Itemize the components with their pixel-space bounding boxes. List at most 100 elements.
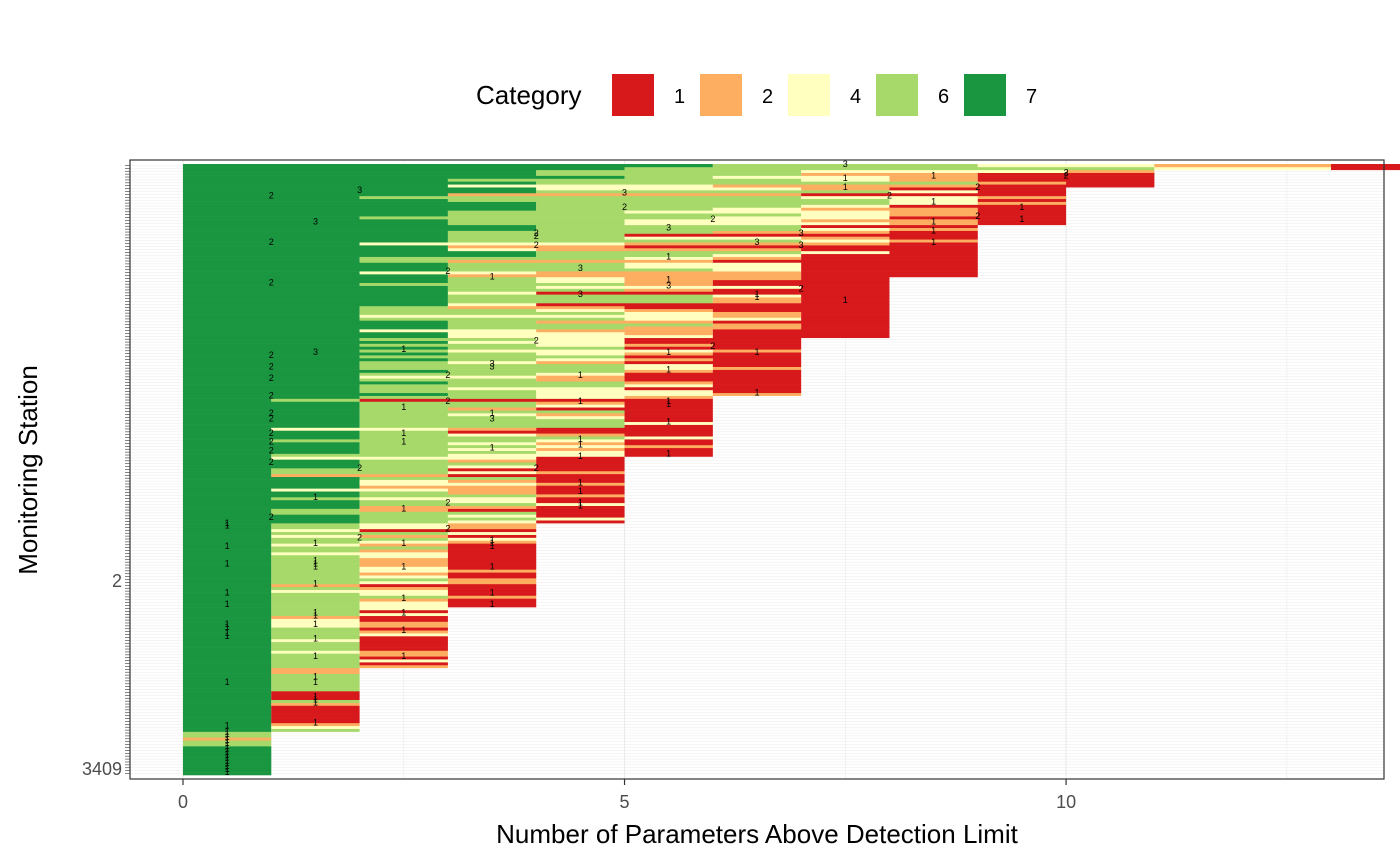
bar-segment [359,557,448,562]
bar-segment [447,323,713,327]
bar-segment [536,308,625,312]
bar-segment [712,392,802,396]
bar-segment [536,271,802,275]
bar-segment-label: 2 [710,214,715,224]
bar-segment [271,722,360,727]
bar-segment [624,337,802,341]
bar-segment [182,708,272,712]
bar-segment-label: 2 [269,237,274,247]
bar-segment [624,404,713,408]
bar-segment [182,659,272,663]
bar-segment [182,772,272,776]
bar-segment [182,326,448,330]
bar-segment [271,546,448,550]
bar-segment [271,633,360,637]
bar-segment [712,320,890,324]
bar-segment [536,378,625,382]
bar-segment [182,172,537,176]
bar-segment [182,667,272,672]
bar-segment [447,346,625,350]
bar-segment [536,511,625,515]
bar-segment [624,256,713,260]
bar-segment [889,227,978,231]
bar-segment [359,389,537,394]
bar-segment [182,219,448,223]
bar-segment [359,415,537,420]
bar-segment [712,311,802,315]
bar-segment [182,702,272,706]
bar-segment-label: 2 [534,231,539,241]
bar-segment [182,323,448,327]
bar-segment [889,198,978,202]
bar-segment [182,300,448,304]
bar-segment-label: 1 [225,631,230,641]
bar-segment [182,540,272,544]
legend-key-6 [876,74,918,116]
bar-segment [359,650,448,654]
bar-segment-label: 1 [666,399,671,409]
bar-segment [271,711,360,715]
bar-segment-label: 1 [225,677,230,687]
bar-segment [624,236,802,240]
bar-segment [182,384,360,388]
bar-segment [359,378,537,382]
bar-segment [536,204,802,208]
bar-segment-label: 2 [269,350,274,360]
bar-segment [624,369,713,373]
bar-segment [536,441,625,446]
bar-segment [801,172,978,176]
bar-segment-label: 2 [975,211,980,221]
bar-segment [359,627,448,631]
bar-segment [182,369,448,373]
bar-segment-label: 1 [225,622,230,632]
bar-segment [359,407,448,411]
bar-segment [447,352,537,356]
bar-segment [182,514,360,518]
bar-segment [359,580,448,585]
bar-segment [182,691,272,695]
bar-segment [359,395,537,399]
bar-segment [624,262,802,266]
bar-segment-label: 1 [313,619,318,629]
bar-segment [624,453,713,457]
bar-segment [182,760,272,764]
bar-segment [182,586,272,590]
bar-segment-label: 3 [357,185,362,195]
bar-segment [271,612,360,617]
bar-segment [447,557,537,562]
bar-segment [359,586,448,590]
bar-segment-label: 1 [225,628,230,638]
bar-segment [624,450,713,454]
bar-segment [977,178,1155,182]
bar-segment [359,355,625,359]
x-axis: 0 5 10 [178,779,1076,812]
bar-segment-label: 1 [401,344,406,354]
bar-segment [359,462,537,466]
bar-segment [359,624,448,628]
bar-segment [447,331,625,336]
bar-segment [182,575,272,579]
bar-segment-label: 1 [225,558,230,568]
bar-segment-label: 1 [666,416,671,426]
bar-segment [359,630,448,634]
bar-segment [182,517,360,521]
bar-segment [182,722,272,727]
bar-segment [536,187,802,191]
bar-segment [359,363,625,368]
bar-segment [182,630,272,634]
bar-segment-label: 1 [490,272,495,282]
bar-segment-label: 1 [931,237,936,247]
bar-segment [536,224,802,229]
bar-segment [359,459,448,463]
bar-segment [359,441,448,446]
bar-segment [447,540,537,544]
bar-segment [359,644,448,648]
bar-segment-label: 1 [754,388,759,398]
bar-segment [182,607,272,611]
bar-segment [624,386,802,391]
bar-segment-label: 1 [578,500,583,510]
bar-segment [624,401,713,405]
bar-segment-label: 1 [666,251,671,261]
bar-segment [447,381,625,385]
bar-segment-label: 2 [269,191,274,201]
